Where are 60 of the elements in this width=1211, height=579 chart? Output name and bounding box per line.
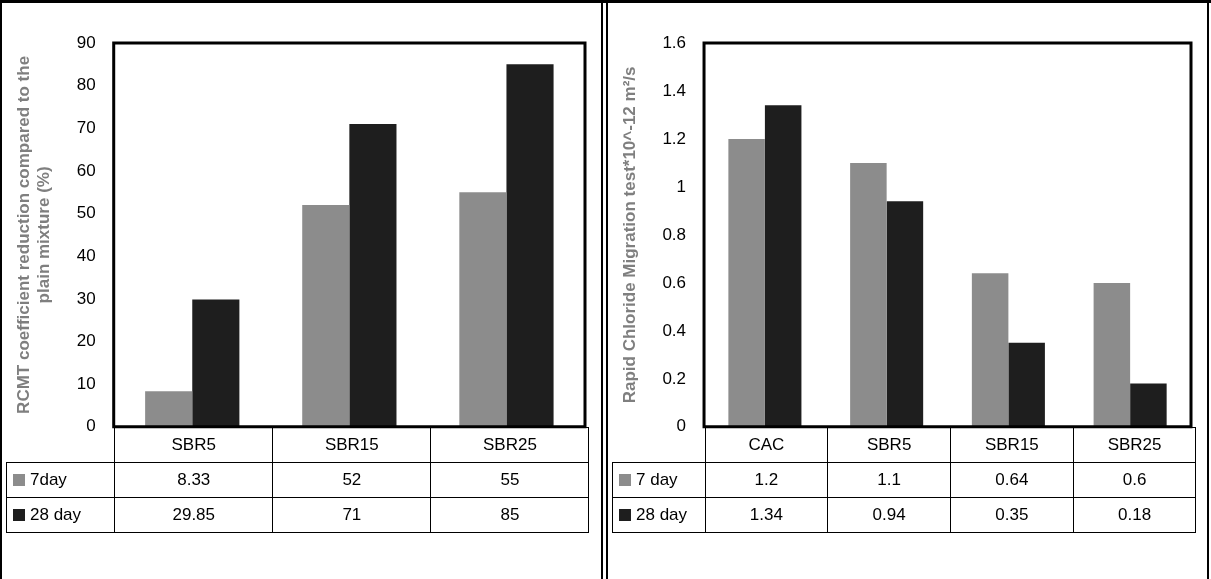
legend-label: 7 day	[612, 462, 706, 498]
bar	[1130, 383, 1167, 427]
x-tick-label: CAC	[705, 427, 828, 463]
y-tick-label: 0.8	[662, 224, 687, 244]
y-tick-label: 60	[76, 160, 96, 180]
y-axis-title: RCMT coefficient reduction compared to the plain mixture (%)	[13, 55, 54, 414]
y-tick-label: 80	[76, 75, 96, 95]
y-tick-label: 40	[76, 245, 96, 265]
legend-label: 28 day	[612, 497, 706, 533]
y-tick-label: 30	[76, 288, 96, 308]
y-axis-title: Rapid Chloride Migration test*10^-12 m²/s	[619, 66, 639, 404]
x-tick-label: SBR5	[827, 427, 951, 463]
data-label: 0.6	[1073, 462, 1196, 498]
y-tick-label: 0	[676, 416, 687, 436]
data-label: 0.64	[950, 462, 1074, 498]
y-tick-label: 1	[676, 176, 687, 196]
bar	[1008, 342, 1045, 427]
y-tick-label: 90	[76, 32, 96, 52]
bar	[302, 205, 350, 427]
data-label: 0.18	[1073, 497, 1196, 533]
data-label: 8.33	[114, 462, 273, 498]
data-label: 1.1	[827, 462, 951, 498]
data-label: 52	[272, 462, 431, 498]
bar	[1093, 282, 1131, 427]
legend-label: 7day	[6, 462, 115, 498]
bar	[192, 299, 240, 427]
data-label: 1.34	[705, 497, 828, 533]
x-tick-label: SBR15	[950, 427, 1074, 463]
bar	[764, 105, 802, 427]
bar	[506, 64, 554, 427]
bar	[886, 201, 924, 427]
data-label: 0.94	[827, 497, 951, 533]
y-tick-label: 0.6	[662, 272, 687, 292]
x-tick-label: SBR15	[272, 427, 431, 463]
y-tick-label: 50	[76, 203, 96, 223]
bar	[459, 192, 507, 427]
bar	[349, 124, 397, 427]
legend-label: 28 day	[6, 497, 115, 533]
y-tick-label: 1.6	[662, 32, 687, 52]
y-tick-label: 70	[76, 117, 96, 137]
bar	[971, 273, 1009, 427]
bar	[850, 162, 887, 427]
x-tick-label: SBR25	[430, 427, 589, 463]
x-tick-label: SBR5	[114, 427, 273, 463]
data-label: 71	[272, 497, 431, 533]
data-label: 0.35	[950, 497, 1074, 533]
data-label: 1.2	[705, 462, 828, 498]
y-tick-label: 10	[76, 373, 96, 393]
bar	[728, 138, 765, 427]
data-label: 29.85	[114, 497, 273, 533]
y-tick-label: 20	[76, 331, 96, 351]
y-tick-label: 0.4	[662, 320, 687, 340]
data-label: 85	[430, 497, 589, 533]
y-tick-label: 0	[86, 416, 96, 436]
y-tick-label: 1.2	[662, 128, 687, 148]
y-tick-label: 0.2	[662, 368, 687, 388]
y-tick-label: 1.4	[662, 80, 687, 100]
bar	[145, 391, 193, 427]
x-tick-label: SBR25	[1073, 427, 1196, 463]
data-label: 55	[430, 462, 589, 498]
